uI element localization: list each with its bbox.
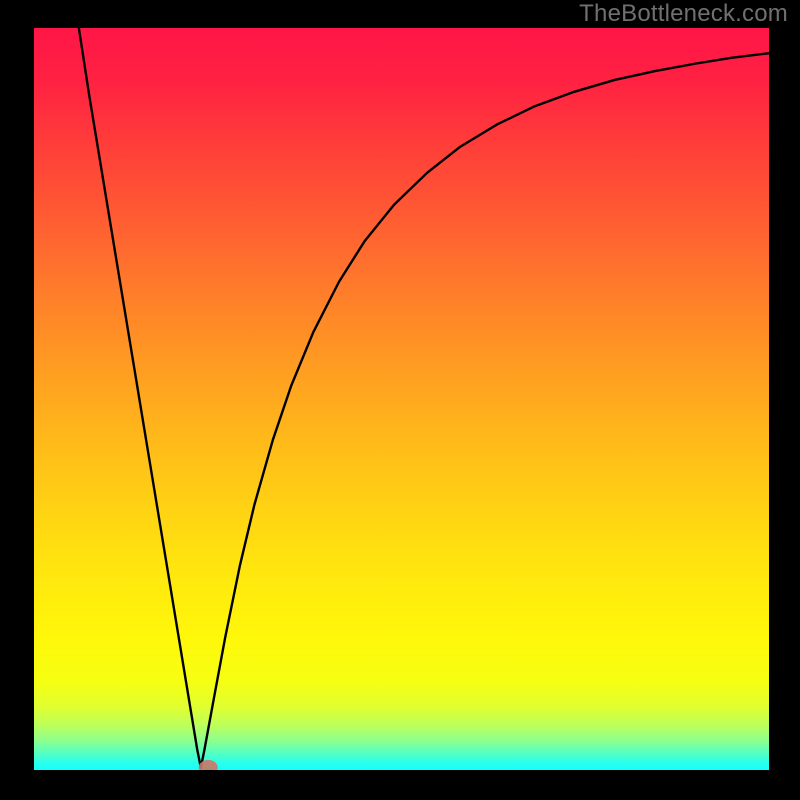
watermark-text: TheBottleneck.com: [579, 0, 788, 28]
plot-area-gradient: [34, 28, 769, 770]
chart-container: TheBottleneck.com: [0, 0, 800, 800]
bottleneck-chart: [0, 0, 800, 800]
